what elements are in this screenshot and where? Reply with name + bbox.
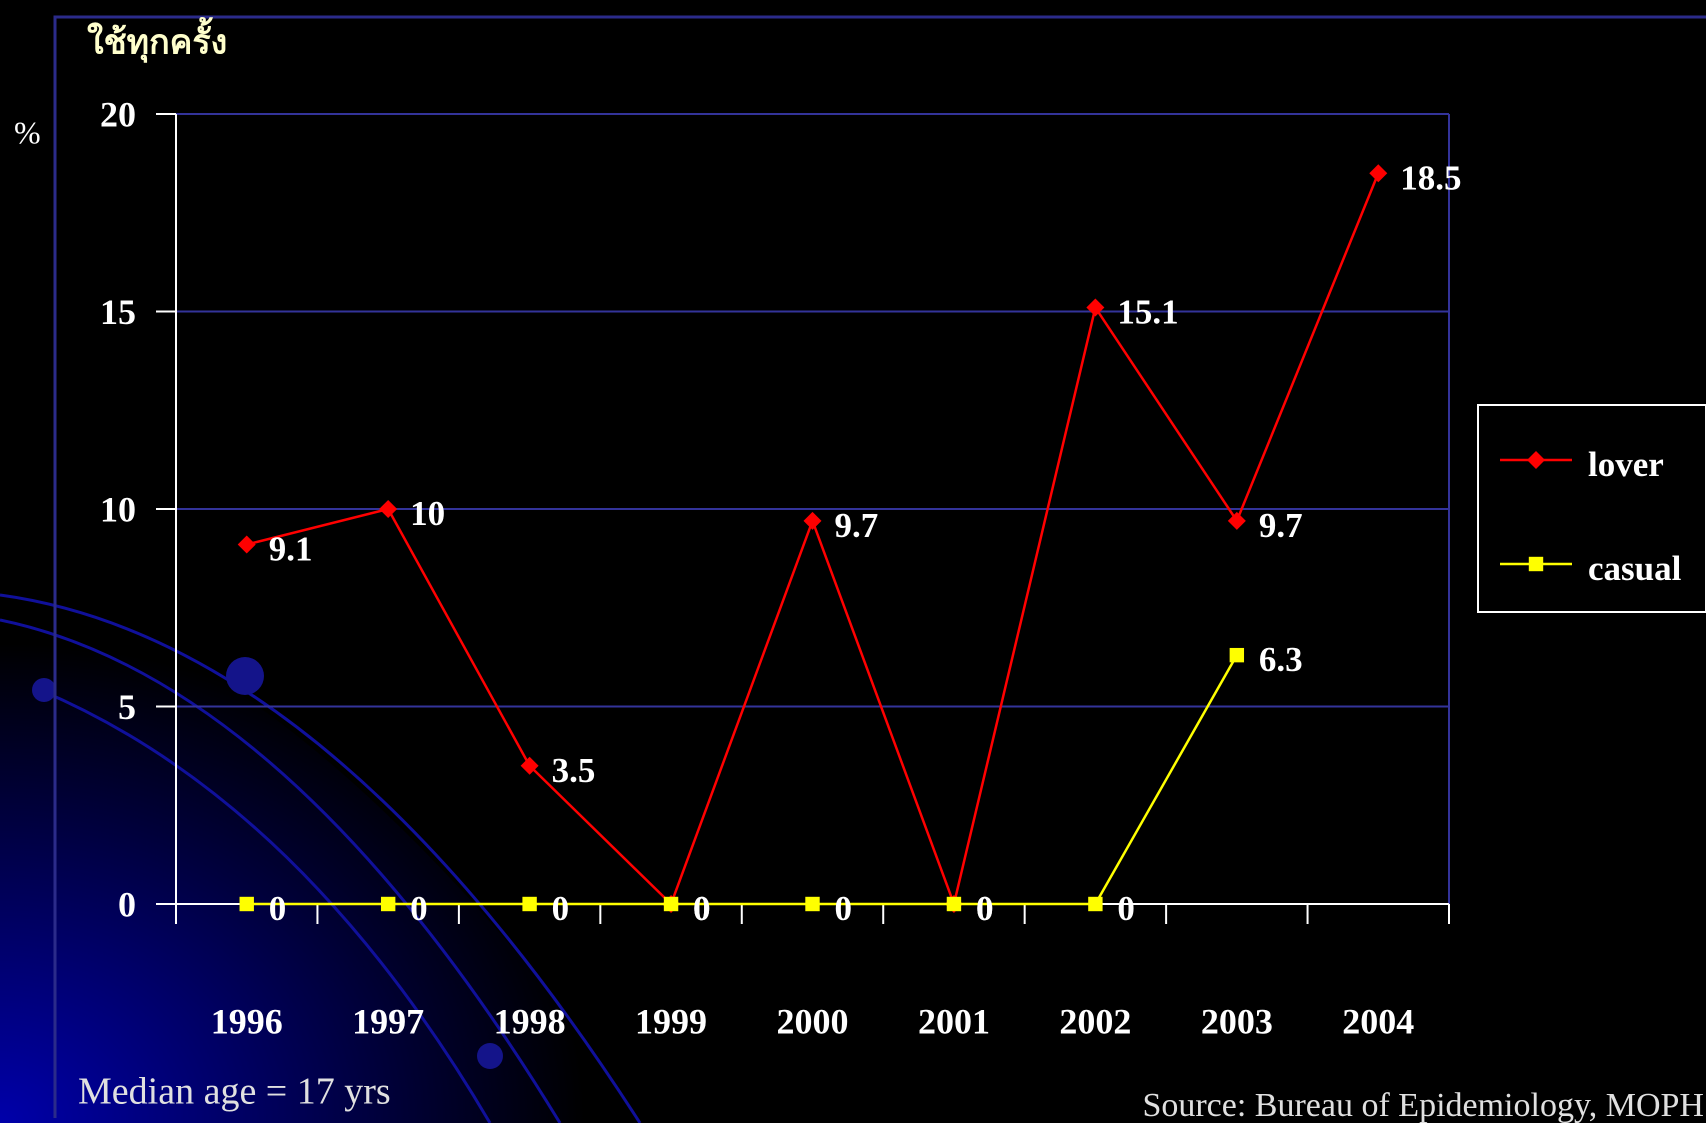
y-tick-label: 15: [100, 292, 136, 332]
chart-title: ใช้ทุกครั้ง: [87, 17, 227, 64]
data-label: 0: [693, 889, 711, 928]
frame: [53, 15, 1706, 1118]
data-label: 0: [693, 889, 711, 928]
data-label: 0: [269, 889, 287, 928]
data-label: 9.7: [835, 506, 879, 545]
x-tick-label: 1996: [211, 1001, 283, 1041]
x-tick-label: 2004: [1342, 1001, 1414, 1041]
data-label: 0: [552, 889, 570, 928]
data-point: [237, 535, 256, 554]
decor-dot: [226, 657, 264, 695]
x-tick-label: 2003: [1201, 1001, 1273, 1041]
x-tick-label: 1999: [635, 1001, 707, 1041]
data-point: [520, 756, 539, 775]
data-point: [946, 896, 962, 912]
data-point: [1227, 511, 1246, 530]
x-tick-label: 2002: [1059, 1001, 1131, 1041]
decor-glow: [0, 590, 650, 1123]
legend-label: lover: [1588, 445, 1664, 484]
x-tick-label: 1997: [352, 1001, 424, 1041]
note: Median age = 17 yrs: [78, 1071, 391, 1113]
data-point: [379, 500, 398, 518]
note: Source: Bureau of Epidemiology, MOPH: [1142, 1087, 1704, 1123]
data-label: 15.1: [1117, 293, 1178, 332]
data-point: [805, 896, 820, 912]
data-label: 10: [410, 494, 445, 533]
data-label: 9.1: [269, 530, 313, 569]
data-label: 18.5: [1400, 158, 1461, 197]
data-point: [239, 896, 254, 912]
data-label: 0: [410, 889, 428, 928]
legend-marker: [1527, 451, 1545, 469]
series-line: [246, 654, 1238, 906]
data-label: 0: [835, 889, 853, 928]
y-tick-label: 20: [100, 94, 136, 134]
data-point: [1229, 647, 1245, 663]
y-tick-label: 5: [118, 687, 136, 727]
legend: [1477, 404, 1706, 613]
x-tick-label: 1998: [494, 1001, 566, 1041]
data-point: [663, 896, 679, 912]
y-tick-label: 10: [100, 489, 136, 529]
data-point: [803, 511, 822, 530]
decor-dot: [32, 678, 56, 702]
data-label: 0: [976, 889, 994, 928]
data-label: 9.7: [1259, 506, 1303, 545]
data-point: [522, 896, 537, 912]
decor-arcs: [0, 593, 642, 1123]
decor-dot: [477, 1043, 503, 1069]
y-axis-label: %: [14, 114, 41, 150]
y-tick-label: 0: [118, 884, 136, 924]
legend-label: casual: [1588, 549, 1682, 588]
legend-marker: [1528, 556, 1544, 572]
x-tick-label: 2001: [918, 1001, 990, 1041]
data-label: 0: [976, 889, 994, 928]
data-label: 3.5: [552, 751, 596, 790]
data-point: [1086, 298, 1105, 317]
data-point: [1369, 164, 1388, 183]
data-label: 6.3: [1259, 640, 1303, 679]
data-point: [1088, 896, 1103, 912]
x-tick-label: 2000: [777, 1001, 849, 1041]
data-point: [380, 896, 396, 912]
data-label: 0: [1117, 889, 1135, 928]
